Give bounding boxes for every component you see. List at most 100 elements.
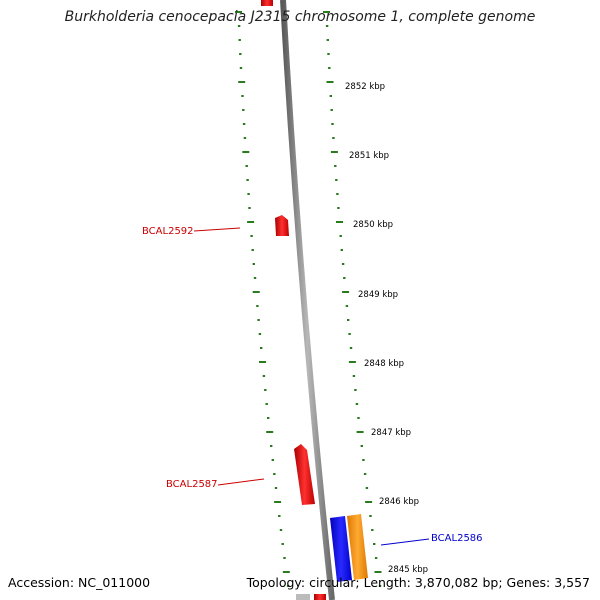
- outer-tick: [334, 165, 337, 167]
- outer-tick: [342, 291, 350, 293]
- inner-tick-track: [235, 11, 290, 587]
- outer-tick: [365, 487, 369, 489]
- gene-feature-bcal2586[interactable]: [330, 516, 352, 582]
- inner-tick: [264, 389, 267, 391]
- outer-tick: [339, 235, 342, 237]
- outer-tick: [329, 95, 332, 97]
- leader-line-bcal2592: [193, 227, 241, 232]
- inner-tick: [239, 53, 242, 55]
- outer-tick: [327, 53, 330, 55]
- outer-tick-track: [323, 11, 382, 587]
- gene-feature-bottom-red[interactable]: [314, 594, 326, 600]
- outer-tick: [326, 81, 334, 83]
- inner-tick: [252, 263, 255, 265]
- inner-tick: [256, 305, 259, 307]
- gene-label-bcal2586[interactable]: BCAL2586: [431, 533, 483, 544]
- gene-feature-bcal2592[interactable]: [275, 215, 289, 236]
- outer-tick: [335, 179, 338, 181]
- scale-label-2847: 2847 kbp: [371, 428, 411, 438]
- scale-label-2852: 2852 kbp: [345, 82, 385, 92]
- inner-tick: [235, 11, 242, 13]
- inner-tick: [242, 109, 245, 111]
- inner-tick: [247, 221, 255, 223]
- outer-tick: [373, 543, 376, 545]
- inner-tick: [247, 193, 250, 195]
- inner-tick: [241, 95, 244, 97]
- inner-tick: [242, 151, 250, 153]
- outer-tick: [378, 585, 382, 587]
- scale-label-2849: 2849 kbp: [358, 290, 398, 300]
- outer-tick: [336, 221, 343, 223]
- inner-tick: [283, 557, 286, 559]
- inner-tick: [245, 165, 248, 167]
- outer-tick: [360, 445, 363, 447]
- outer-tick: [326, 39, 329, 41]
- inner-tick: [271, 459, 274, 461]
- scale-label-2851: 2851 kbp: [349, 151, 389, 161]
- gene-feature-orange[interactable]: [347, 514, 368, 580]
- outer-tick: [356, 431, 364, 433]
- leader-line-bcal2586: [380, 538, 430, 546]
- inner-tick: [278, 515, 281, 517]
- outer-tick: [355, 403, 359, 405]
- outer-tick: [347, 319, 350, 321]
- outer-tick: [374, 557, 378, 559]
- outer-tick: [374, 571, 382, 573]
- outer-tick: [352, 375, 356, 377]
- inner-tick: [250, 235, 253, 237]
- inner-tick: [258, 333, 262, 335]
- outer-tick: [365, 501, 373, 503]
- outer-tick: [325, 25, 329, 27]
- outer-tick: [345, 305, 349, 307]
- outer-tick: [349, 347, 353, 349]
- gene-feature-bcal2587[interactable]: [294, 444, 315, 505]
- scale-label-2848: 2848 kbp: [364, 359, 404, 369]
- scale-label-2846: 2846 kbp: [379, 497, 419, 507]
- outer-tick: [357, 417, 360, 419]
- outer-tick: [354, 389, 357, 391]
- outer-tick: [332, 137, 335, 139]
- outer-tick: [323, 11, 330, 13]
- gene-label-bcal2587[interactable]: BCAL2587: [166, 479, 218, 490]
- outer-tick: [336, 193, 339, 195]
- inner-tick: [246, 179, 249, 181]
- inner-tick: [270, 445, 273, 447]
- inner-tick: [248, 207, 251, 209]
- inner-tick: [260, 347, 263, 349]
- inner-tick: [242, 123, 246, 125]
- gene-feature-bottom-gray: [296, 594, 310, 600]
- inner-tick: [274, 487, 278, 489]
- inner-tick: [282, 571, 290, 573]
- leader-line-bcal2587: [217, 478, 265, 486]
- inner-tick: [239, 67, 243, 69]
- scale-label-2845: 2845 kbp: [388, 565, 428, 575]
- inner-tick: [251, 249, 254, 251]
- inner-tick: [238, 39, 241, 41]
- inner-tick: [266, 431, 274, 433]
- inner-tick: [267, 417, 270, 419]
- outer-tick: [371, 529, 374, 531]
- outer-tick: [362, 459, 365, 461]
- inner-tick: [279, 529, 283, 531]
- outer-tick: [337, 207, 340, 209]
- outer-tick: [328, 67, 331, 69]
- inner-tick: [286, 585, 290, 587]
- inner-tick: [252, 291, 260, 293]
- backbone-arc: [280, 0, 335, 600]
- inner-tick: [243, 137, 247, 139]
- outer-tick: [369, 515, 372, 517]
- inner-tick: [253, 277, 257, 279]
- accession-text: Accession: NC_011000: [8, 575, 151, 590]
- inner-tick: [265, 403, 268, 405]
- outer-tick: [331, 123, 334, 125]
- outer-tick: [330, 151, 338, 153]
- inner-tick: [262, 375, 266, 377]
- genome-summary-text: Topology: circular; Length: 3,870,082 bp…: [246, 575, 590, 590]
- outer-tick: [343, 277, 346, 279]
- gene-feature-top-partial[interactable]: [261, 0, 273, 6]
- scale-label-2850: 2850 kbp: [353, 220, 393, 230]
- inner-tick: [281, 543, 284, 545]
- gene-label-bcal2592[interactable]: BCAL2592: [142, 226, 194, 237]
- outer-tick: [348, 361, 356, 363]
